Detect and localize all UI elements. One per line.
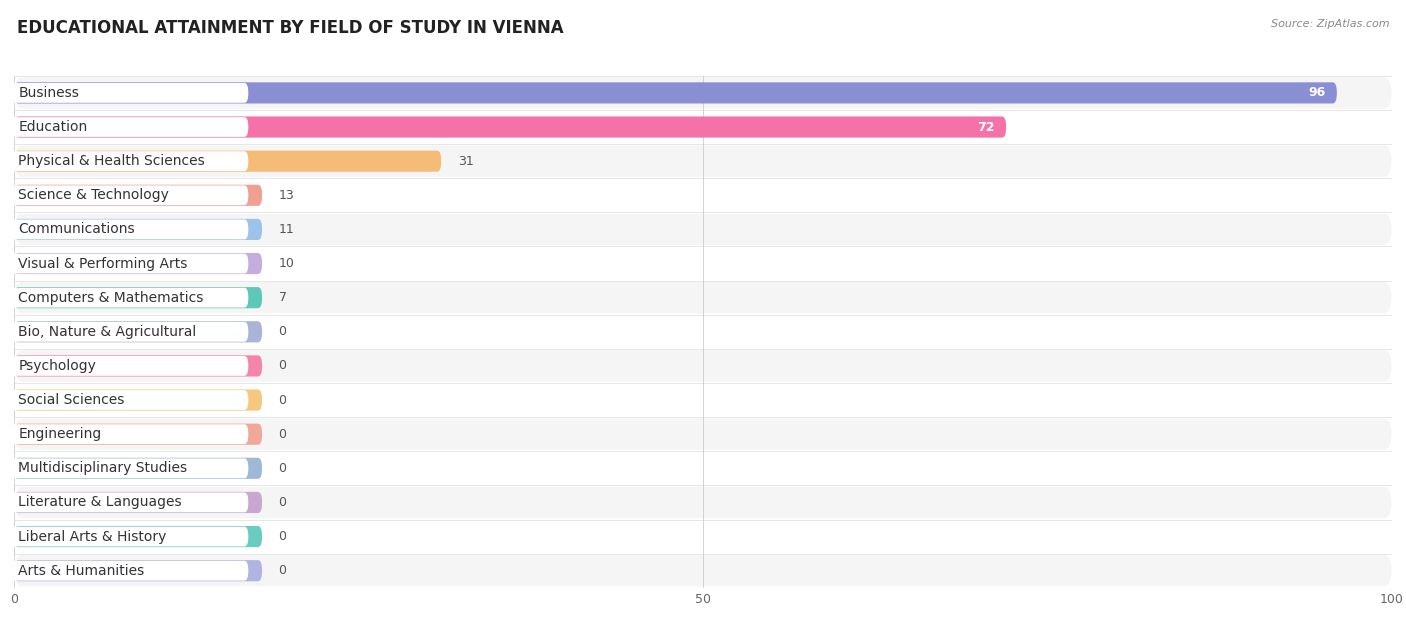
- FancyBboxPatch shape: [0, 424, 249, 444]
- Text: 0: 0: [278, 394, 287, 406]
- Text: 7: 7: [278, 291, 287, 304]
- FancyBboxPatch shape: [14, 389, 262, 411]
- Text: 0: 0: [278, 428, 287, 441]
- FancyBboxPatch shape: [0, 492, 249, 513]
- Text: 0: 0: [278, 462, 287, 475]
- FancyBboxPatch shape: [14, 248, 1392, 279]
- Text: 31: 31: [458, 155, 474, 167]
- FancyBboxPatch shape: [14, 111, 1392, 143]
- FancyBboxPatch shape: [0, 390, 249, 410]
- Text: Literature & Languages: Literature & Languages: [18, 495, 181, 509]
- FancyBboxPatch shape: [0, 322, 249, 342]
- FancyBboxPatch shape: [14, 521, 1392, 552]
- FancyBboxPatch shape: [14, 145, 1392, 177]
- Text: 0: 0: [278, 564, 287, 577]
- Text: 0: 0: [278, 360, 287, 372]
- FancyBboxPatch shape: [14, 150, 441, 172]
- Text: Science & Technology: Science & Technology: [18, 188, 169, 202]
- Text: 0: 0: [278, 530, 287, 543]
- FancyBboxPatch shape: [14, 321, 262, 343]
- Text: 11: 11: [278, 223, 294, 236]
- FancyBboxPatch shape: [14, 77, 1392, 109]
- FancyBboxPatch shape: [14, 555, 1392, 586]
- Text: Visual & Performing Arts: Visual & Performing Arts: [18, 257, 187, 270]
- Text: Business: Business: [18, 86, 79, 100]
- Text: 10: 10: [278, 257, 294, 270]
- FancyBboxPatch shape: [14, 384, 1392, 416]
- FancyBboxPatch shape: [14, 82, 1337, 104]
- FancyBboxPatch shape: [14, 219, 262, 240]
- Text: Social Sciences: Social Sciences: [18, 393, 125, 407]
- FancyBboxPatch shape: [14, 453, 1392, 484]
- Text: Engineering: Engineering: [18, 427, 101, 441]
- FancyBboxPatch shape: [14, 526, 262, 547]
- Text: 96: 96: [1309, 87, 1326, 99]
- FancyBboxPatch shape: [14, 316, 1392, 348]
- FancyBboxPatch shape: [0, 253, 249, 274]
- Text: Arts & Humanities: Arts & Humanities: [18, 564, 145, 578]
- FancyBboxPatch shape: [14, 487, 1392, 518]
- FancyBboxPatch shape: [14, 116, 1007, 138]
- FancyBboxPatch shape: [0, 117, 249, 137]
- Text: Computers & Mathematics: Computers & Mathematics: [18, 291, 204, 305]
- FancyBboxPatch shape: [14, 287, 262, 308]
- FancyBboxPatch shape: [0, 151, 249, 171]
- FancyBboxPatch shape: [0, 526, 249, 547]
- Text: Education: Education: [18, 120, 87, 134]
- Text: Physical & Health Sciences: Physical & Health Sciences: [18, 154, 205, 168]
- FancyBboxPatch shape: [14, 492, 262, 513]
- FancyBboxPatch shape: [0, 219, 249, 240]
- Text: 0: 0: [278, 325, 287, 338]
- Text: EDUCATIONAL ATTAINMENT BY FIELD OF STUDY IN VIENNA: EDUCATIONAL ATTAINMENT BY FIELD OF STUDY…: [17, 19, 564, 37]
- Text: Source: ZipAtlas.com: Source: ZipAtlas.com: [1271, 19, 1389, 29]
- FancyBboxPatch shape: [0, 356, 249, 376]
- FancyBboxPatch shape: [14, 560, 262, 581]
- FancyBboxPatch shape: [14, 185, 262, 206]
- FancyBboxPatch shape: [14, 214, 1392, 245]
- FancyBboxPatch shape: [14, 253, 262, 274]
- FancyBboxPatch shape: [0, 83, 249, 103]
- FancyBboxPatch shape: [0, 458, 249, 478]
- Text: 72: 72: [977, 121, 995, 133]
- FancyBboxPatch shape: [0, 288, 249, 308]
- Text: Communications: Communications: [18, 222, 135, 236]
- Text: Bio, Nature & Agricultural: Bio, Nature & Agricultural: [18, 325, 197, 339]
- FancyBboxPatch shape: [14, 458, 262, 479]
- FancyBboxPatch shape: [14, 350, 1392, 382]
- FancyBboxPatch shape: [14, 179, 1392, 211]
- FancyBboxPatch shape: [0, 185, 249, 205]
- FancyBboxPatch shape: [0, 561, 249, 581]
- Text: 13: 13: [278, 189, 294, 202]
- FancyBboxPatch shape: [14, 282, 1392, 313]
- FancyBboxPatch shape: [14, 423, 262, 445]
- Text: 0: 0: [278, 496, 287, 509]
- Text: Multidisciplinary Studies: Multidisciplinary Studies: [18, 461, 187, 475]
- Text: Liberal Arts & History: Liberal Arts & History: [18, 530, 166, 544]
- FancyBboxPatch shape: [14, 418, 1392, 450]
- FancyBboxPatch shape: [14, 355, 262, 377]
- Text: Psychology: Psychology: [18, 359, 96, 373]
